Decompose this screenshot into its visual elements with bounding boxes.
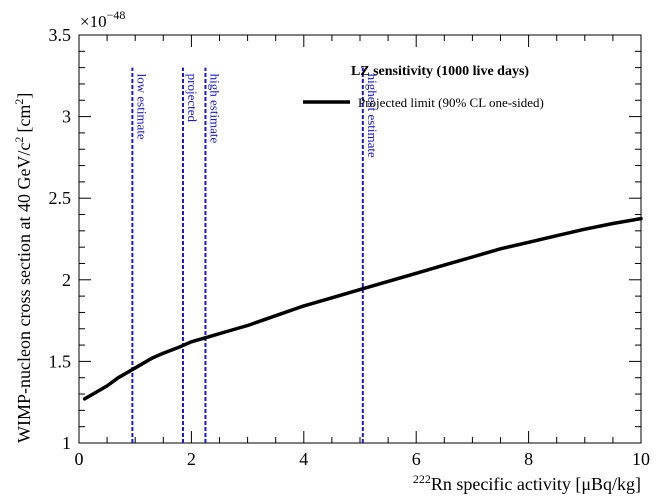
y-label-unit-sup: 2: [12, 99, 26, 105]
y-label-unit: [cm: [14, 105, 34, 133]
legend-label: Projected limit (90% CL one-sided): [358, 95, 544, 110]
y-label-end: ]: [14, 93, 34, 99]
vertical-lines: low estimate projected high estimate highes…: [131, 67, 380, 443]
y-label-main: WIMP-nucleon cross section at 40 GeV/c: [14, 143, 34, 443]
x-tick-label: 6: [412, 449, 421, 469]
y-exponent-power: −48: [107, 8, 126, 22]
x-tick-label: 2: [187, 449, 196, 469]
x-label-main: Rn specific activity [μBq/kg]: [431, 474, 641, 494]
x-axis-label: 222Rn specific activity [μBq/kg]: [413, 472, 641, 494]
y-tick-label: 1.5: [49, 351, 72, 371]
chart-title: LZ sensitivity (1000 live days): [351, 64, 529, 79]
y-exponent: ×10−48: [80, 8, 125, 31]
y-tick-label: 1: [62, 433, 71, 453]
y-tick-label: 3: [62, 107, 71, 127]
x-tick-label: 10: [632, 449, 650, 469]
y-label-sup: 2: [12, 137, 26, 143]
vertical-line-label: highest estimate: [365, 74, 380, 158]
x-label-sup: 222: [413, 472, 431, 486]
y-tick-label: 3.5: [49, 25, 72, 45]
y-axis-label: WIMP-nucleon cross section at 40 GeV/c2[…: [12, 93, 34, 443]
ticks: 0 2 4 6 8 10 1 1.5 2 2.5 3 3.5: [49, 25, 651, 469]
vertical-line-label: projected: [185, 74, 200, 123]
x-tick-label: 4: [299, 449, 308, 469]
x-tick-label: 0: [75, 449, 84, 469]
vertical-line-label: low estimate: [134, 74, 149, 140]
y-tick-label: 2.5: [49, 188, 72, 208]
vertical-line-label: high estimate: [207, 74, 222, 144]
x-tick-label: 8: [524, 449, 533, 469]
series-line: [82, 216, 643, 401]
y-exponent-base: ×10: [80, 12, 107, 31]
y-tick-label: 2: [62, 270, 71, 290]
